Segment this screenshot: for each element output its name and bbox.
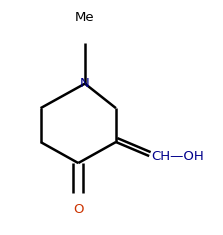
Text: CH—OH: CH—OH: [151, 149, 204, 163]
Text: O: O: [73, 203, 83, 216]
Text: N: N: [80, 77, 90, 90]
Text: Me: Me: [75, 11, 95, 24]
